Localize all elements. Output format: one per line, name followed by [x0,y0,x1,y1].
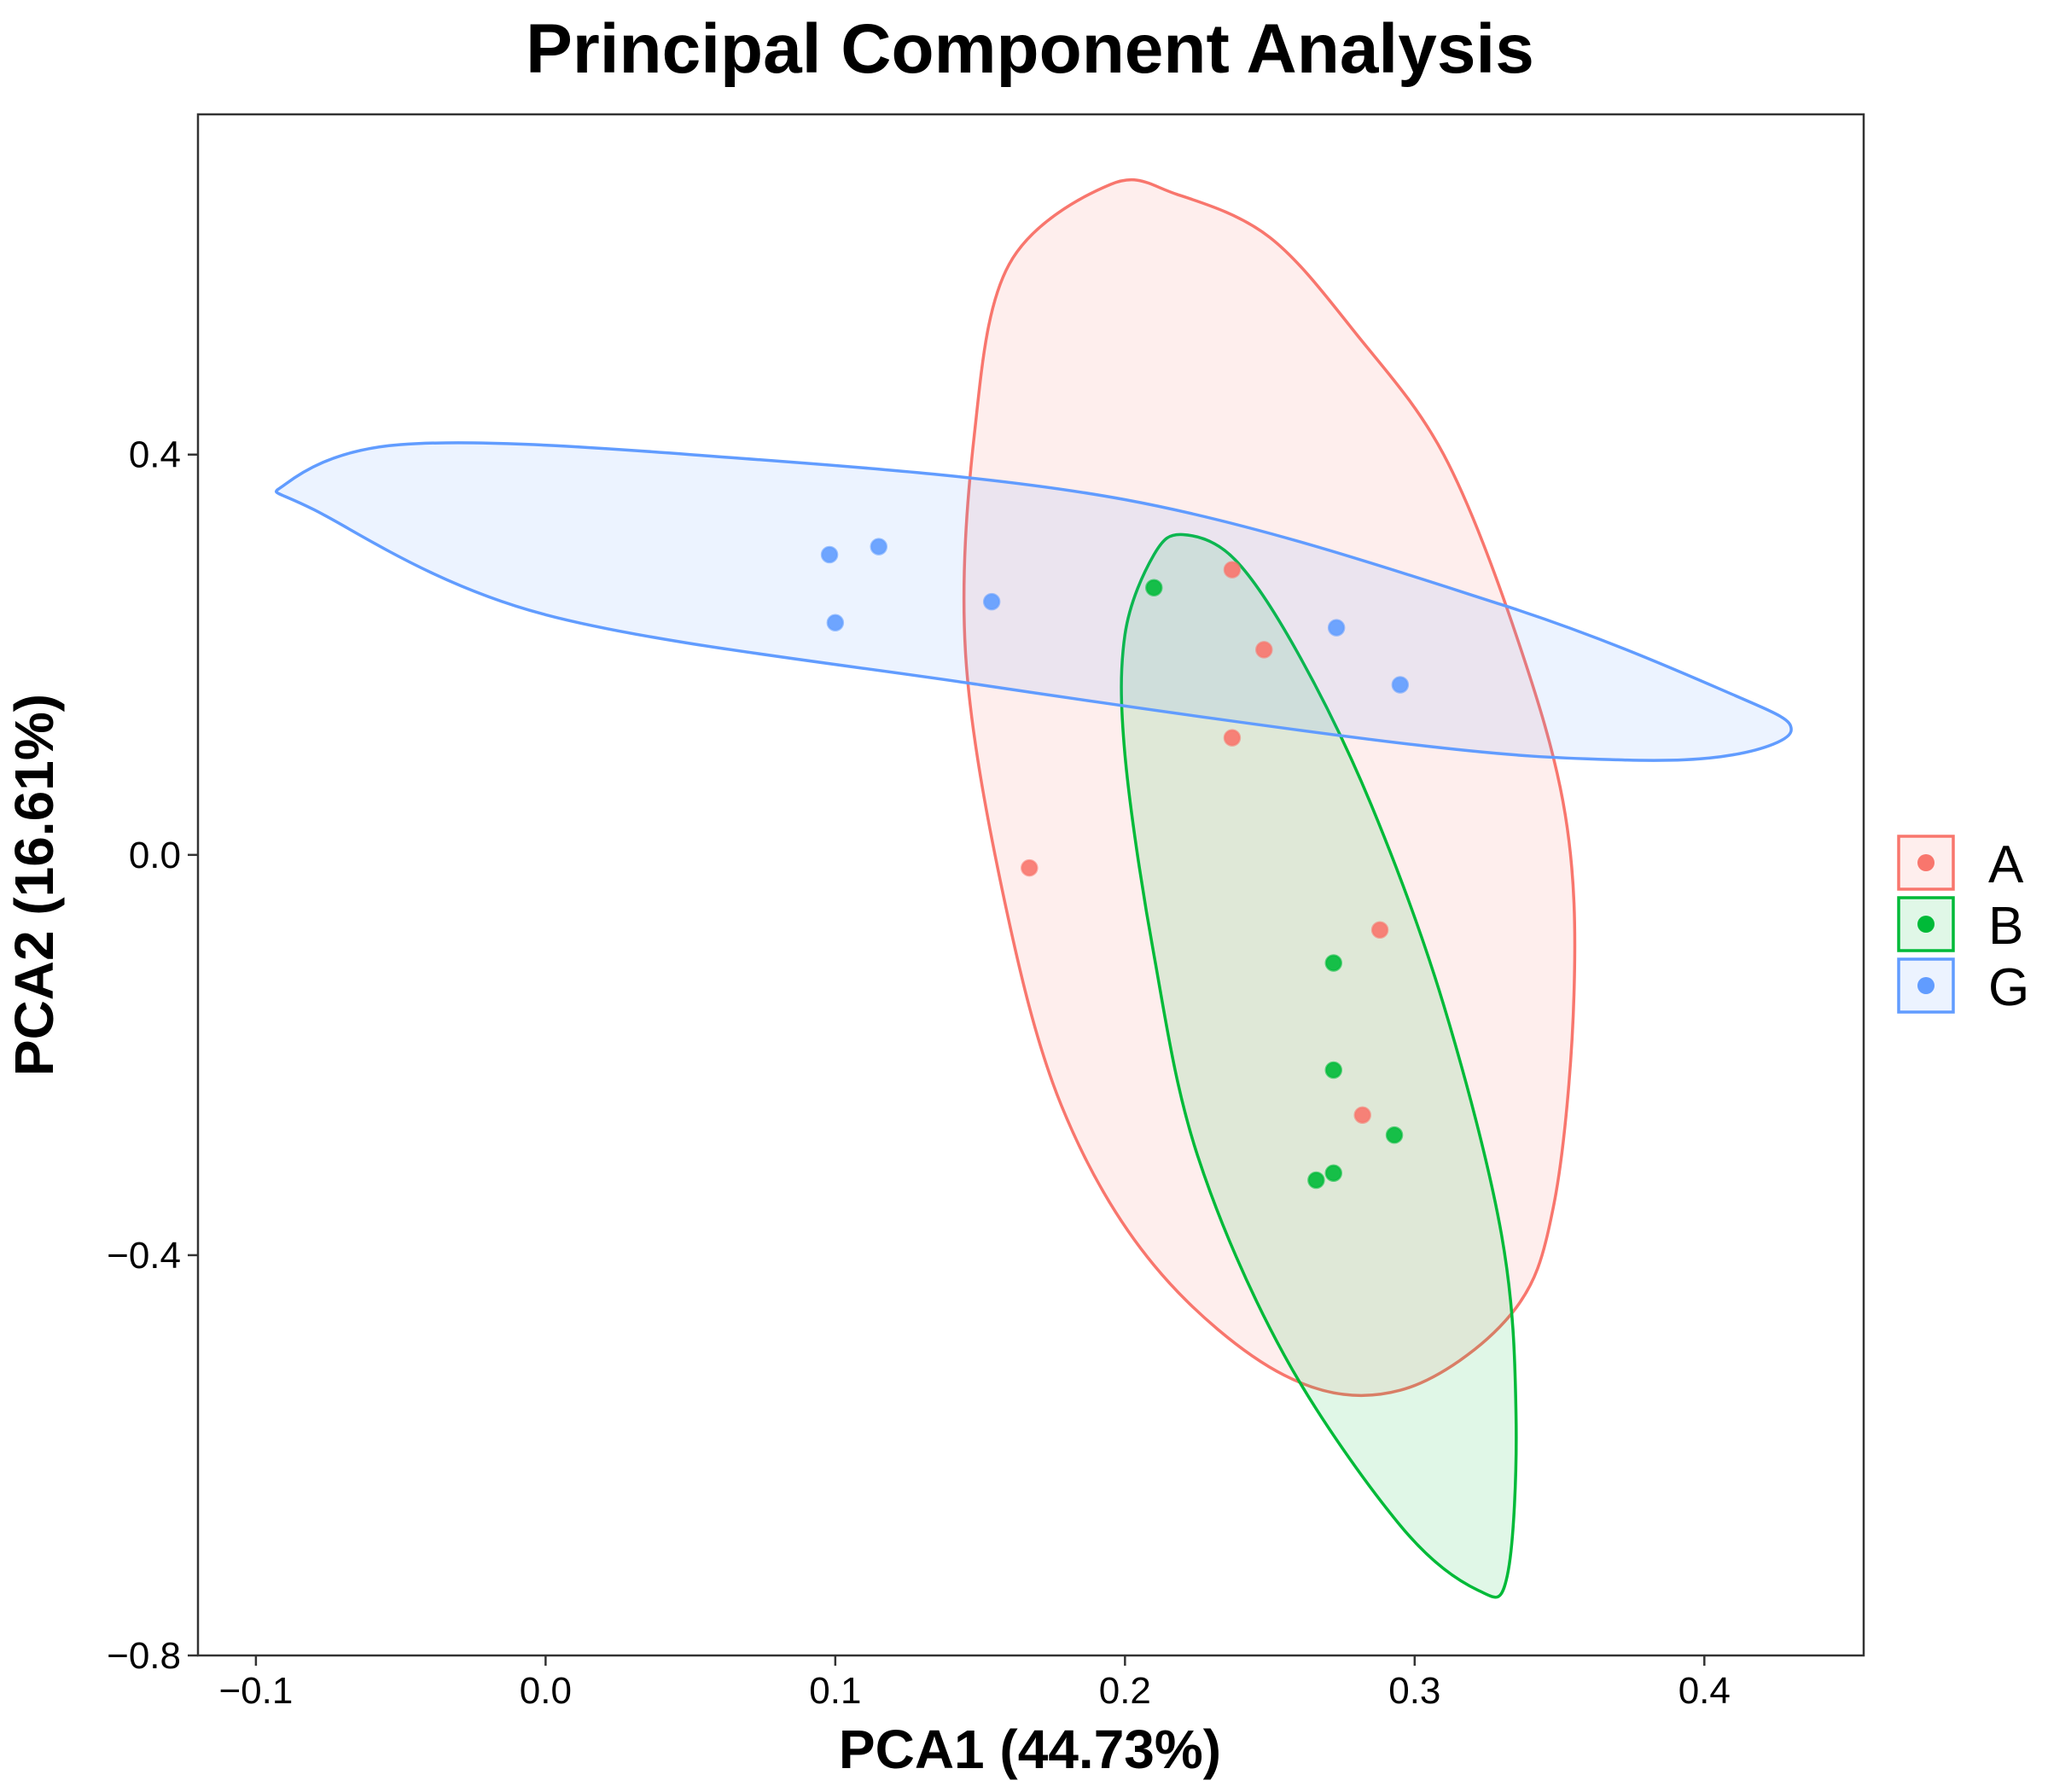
legend-label-B: B [1988,897,2023,956]
legend: ABG [1897,835,2029,1017]
legend-swatch-B [1917,916,1935,933]
x-axis: −0.1 0.0 0.1 0.2 0.3 0.4 [218,1655,1731,1712]
point-G-1 [820,545,839,564]
x-tick-label: −0.1 [218,1670,293,1712]
y-tick-label: 0.4 [129,434,181,476]
point-A-1 [1223,561,1242,579]
point-G-3 [826,614,845,631]
point-A-2 [1255,641,1273,659]
point-A-3 [1223,729,1242,747]
point-A-4 [1021,858,1039,877]
ellipse-B [1120,532,1518,1599]
point-B-4 [1385,1126,1404,1144]
point-B-5 [1324,1164,1343,1182]
x-tick-label: 0.1 [809,1670,861,1712]
ellipse-A [962,177,1577,1398]
ellipse-G [275,441,1793,762]
chart-title: Principal Component Analysis [526,10,1534,88]
point-G-5 [1327,619,1346,637]
point-B-1 [1145,579,1163,596]
x-tick-label: 0.2 [1099,1670,1151,1712]
legend-swatch-A [1917,854,1935,871]
point-A-5 [1370,921,1389,940]
y-tick-label: −0.8 [107,1635,181,1677]
x-tick-label: 0.3 [1388,1670,1440,1712]
point-B-2 [1324,954,1343,972]
y-tick-label: −0.4 [107,1235,181,1277]
y-axis-title: PCA2 (16.61%) [3,694,65,1076]
legend-swatch-G [1917,977,1935,994]
point-B-3 [1324,1061,1343,1079]
confidence-ellipses [275,177,1793,1599]
data-points [820,538,1410,1190]
y-axis: −0.8 −0.4 0.0 0.4 [107,434,198,1677]
point-B-6 [1307,1171,1325,1190]
x-tick-label: 0.4 [1679,1670,1731,1712]
point-G-4 [982,592,1001,611]
legend-label-A: A [1988,835,2024,894]
x-axis-title: PCA1 (44.73%) [839,1719,1221,1780]
plot-panel-border [196,113,1865,1657]
point-G-6 [1391,676,1410,694]
point-A-6 [1353,1106,1371,1124]
y-tick-label: 0.0 [129,835,181,876]
point-G-2 [870,538,888,556]
legend-label-G: G [1988,958,2029,1017]
x-tick-label: 0.0 [520,1670,572,1712]
